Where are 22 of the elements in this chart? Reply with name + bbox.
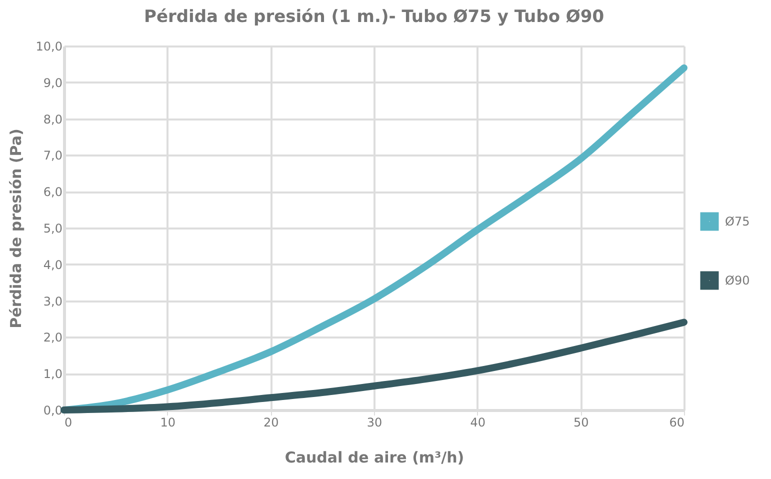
y-tick-label: 10,0	[36, 40, 62, 54]
x-tick-label: 20	[264, 416, 279, 430]
y-tick-label: 5,0	[43, 222, 62, 236]
y-tick-label: 6,0	[43, 185, 62, 200]
x-tick-label: 0	[64, 416, 72, 430]
y-axis-title: Pérdida de presión (Pa)	[6, 128, 25, 328]
y-tick-label: 7,0	[43, 148, 62, 163]
y-tick-label: 8,0	[43, 112, 62, 126]
x-tick-label: 10	[160, 416, 176, 430]
chart-title: Pérdida de presión (1 m.)- Tubo Ø75 y Tubo Ø90	[144, 7, 604, 27]
x-tick-label: 60	[669, 416, 684, 430]
x-axis-title: Caudal de aire (m³/h)	[284, 448, 464, 466]
legend-label: Ø90	[725, 274, 750, 288]
y-tick-label: 1,0	[43, 367, 62, 382]
x-tick-label: 40	[470, 416, 486, 430]
y-tick-label: 3,0	[43, 294, 62, 308]
x-tick-label: 30	[366, 416, 382, 430]
y-tick-label: 4,0	[43, 258, 62, 272]
y-tick-label: 9,0	[43, 76, 62, 90]
x-tick-label: 50	[574, 416, 589, 430]
y-tick-label: 2,0	[43, 330, 62, 345]
legend-label: Ø75	[725, 214, 750, 228]
